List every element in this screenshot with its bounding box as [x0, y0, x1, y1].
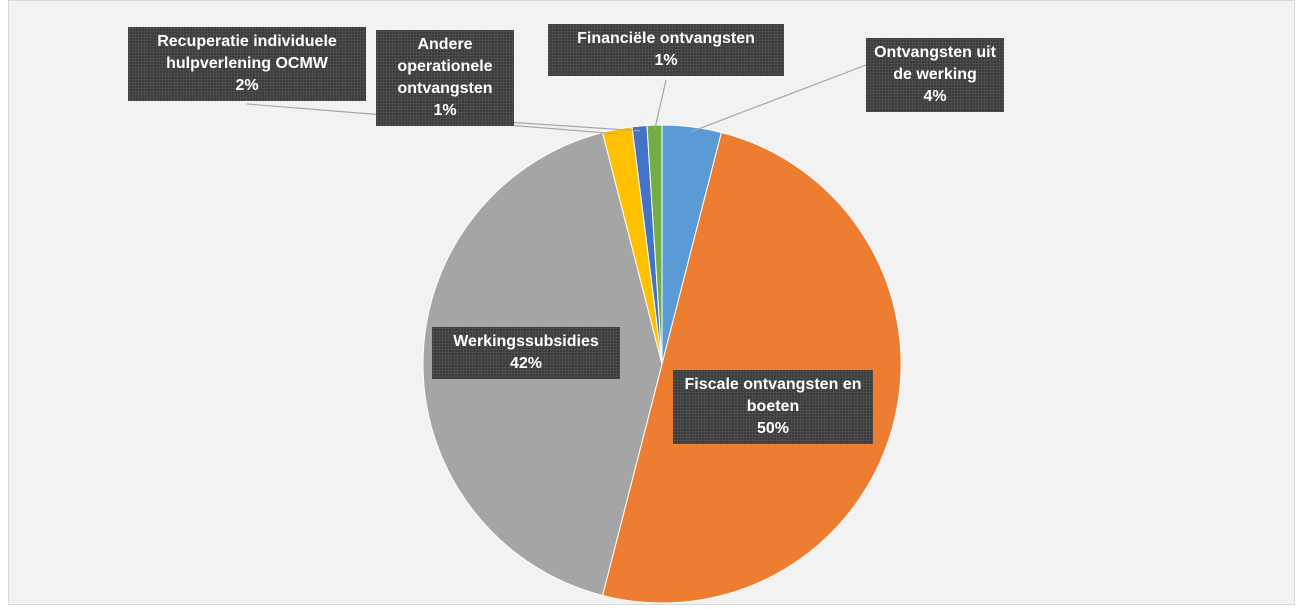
data-label: Ontvangsten uit de werking 4% — [866, 38, 1004, 112]
label-value: 2% — [235, 77, 259, 94]
slice — [601, 131, 902, 604]
slice — [646, 124, 663, 365]
leader-line — [691, 64, 867, 133]
label-value: 4% — [923, 88, 947, 105]
label-value: 42% — [509, 355, 543, 372]
label-value: 1% — [433, 102, 457, 119]
data-label: Andere operationele ontvangsten 1% — [376, 30, 514, 126]
data-label: Financiële ontvangsten 1% — [548, 24, 784, 76]
label-name: Ontvangsten uit de werking — [874, 44, 996, 83]
leader-line — [654, 79, 667, 131]
label-name: Recuperatie individuele hulpverlening OC… — [157, 33, 337, 72]
label-name: Andere operationele ontvangsten — [397, 36, 493, 97]
label-name: Financiële ontvangsten — [577, 30, 755, 47]
label-name: Werkingssubsidies — [453, 333, 599, 350]
label-value: 50% — [756, 420, 790, 437]
label-name: Fiscale ontvangsten en boeten — [684, 376, 862, 415]
label-value: 1% — [654, 52, 678, 69]
data-label: Werkingssubsidies 42% — [432, 327, 620, 379]
data-label: Fiscale ontvangsten en boeten 50% — [673, 370, 873, 444]
data-label: Recuperatie individuele hulpverlening OC… — [128, 27, 366, 101]
